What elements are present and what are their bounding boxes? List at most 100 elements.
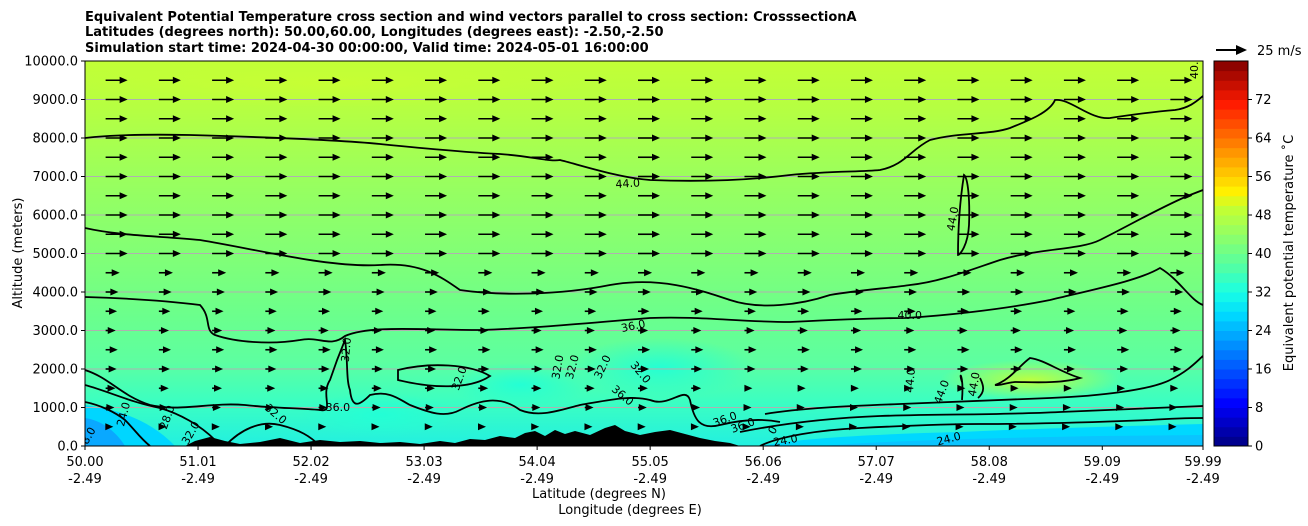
wind-vector-head [642, 288, 651, 296]
wind-vector-head [811, 153, 820, 161]
wind-vector-head [1131, 96, 1140, 103]
x-tick-label-lon: -2.49 [407, 472, 441, 487]
wind-vector-head [1024, 211, 1033, 219]
y-tick-label: 6000.0 [33, 209, 79, 224]
x-tick-label-lon: -2.49 [972, 472, 1006, 487]
wind-vector-head [492, 173, 501, 180]
wind-vector-head [479, 404, 488, 411]
x-tick-label-lon: -2.49 [633, 472, 667, 487]
contour-label: 44.0 [903, 368, 918, 394]
wind-vector-head [811, 96, 820, 103]
wind-vector-head [598, 76, 607, 84]
wind-vector-head [492, 115, 501, 123]
wind-vector-head [1131, 115, 1140, 123]
colorbar-tick-label: 72 [1255, 93, 1272, 108]
wind-vector-head [1068, 288, 1077, 296]
contour-32-loop [397, 364, 492, 388]
y-tick-label: 2000.0 [33, 363, 79, 378]
wind-vector-head [795, 423, 804, 431]
wind-vector-head [1120, 307, 1129, 315]
wind-vector-head [323, 288, 332, 296]
wind-vector-head [492, 211, 501, 219]
wind-vector-head [332, 250, 341, 257]
contour-36 [85, 266, 1203, 344]
colorbar-level [1214, 70, 1248, 81]
wind-vector-head [1170, 384, 1179, 392]
wind-vector-head [801, 307, 810, 315]
wind-vector-head [641, 365, 649, 373]
wind-vector-head [172, 250, 181, 257]
wind-vector-head [705, 134, 714, 142]
wind-vector-head [279, 96, 288, 103]
wind-vector-head [1131, 153, 1140, 161]
wind-vector-head [864, 115, 873, 123]
colorbar-level [1214, 118, 1248, 129]
wind-vector-head [1066, 365, 1075, 373]
wind-vector-head [864, 230, 873, 238]
wind-vector-head [160, 384, 169, 392]
contour-label: 44.0 [944, 206, 961, 232]
wind-vector-head [162, 346, 171, 354]
colorbar-level [1214, 417, 1248, 428]
wind-vector-head [1024, 153, 1033, 161]
wind-vector-head [971, 211, 980, 219]
colorbar-level [1214, 224, 1248, 235]
wind-vector-head [1010, 384, 1019, 392]
wind-vector-head [1067, 307, 1076, 315]
wind-vector-head [758, 230, 767, 238]
colorbar-level [1214, 349, 1248, 360]
wind-vector-head [110, 288, 119, 296]
colorbar-level [1214, 301, 1248, 312]
wind-vector-head [533, 327, 542, 334]
x-tick-label-lon: -2.49 [859, 472, 893, 487]
chart-title-line-1: Equivalent Potential Temperature cross s… [85, 10, 857, 25]
wind-vector-head [226, 96, 235, 103]
wind-vector-head [746, 327, 755, 334]
wind-vector-head [161, 365, 170, 373]
wind-vector-head [855, 346, 864, 354]
wind-vector-head [864, 211, 873, 219]
colorbar-level [1214, 186, 1248, 197]
wind-vector-head [439, 211, 448, 219]
colorbar-level [1214, 215, 1248, 226]
wind-vector-head [1184, 250, 1193, 257]
wind-vector-head [172, 153, 181, 161]
wind-vector-head [172, 211, 181, 219]
contour-44-right-pocket [994, 357, 1084, 387]
wind-vector-head [1184, 76, 1193, 84]
wind-vector-head [652, 192, 660, 200]
wind-vector-head [1184, 134, 1193, 142]
wind-vector-head [1068, 346, 1077, 354]
wind-vector-head [375, 346, 384, 354]
wind-vector-head [637, 423, 646, 431]
wind-vector-head [918, 96, 927, 103]
wind-vector-head [652, 96, 660, 103]
contour-28 [85, 384, 216, 441]
wind-vector-head [918, 173, 927, 180]
wind-vector-head [215, 365, 224, 373]
wind-vector-head [652, 153, 660, 161]
colorbar-tick-label: 56 [1255, 170, 1272, 185]
wind-vector-head [584, 423, 593, 431]
colorbar-level [1214, 292, 1248, 303]
wind-vector-head [644, 269, 653, 277]
wind-vector-head [375, 307, 384, 315]
wind-vector-head [332, 211, 341, 219]
wind-vector-head [226, 173, 235, 180]
wind-vector-head [971, 134, 980, 142]
wind-vector-head [1175, 288, 1184, 296]
wind-vector-head [215, 307, 224, 315]
colorbar-level [1214, 388, 1248, 399]
colorbar-level [1214, 109, 1248, 120]
wind-vector-head [598, 250, 607, 257]
x-tick-label-lon: -2.49 [181, 472, 215, 487]
wind-vector-head [385, 153, 394, 161]
wind-vector-head [318, 423, 327, 431]
y-tick-label: 9000.0 [33, 93, 79, 108]
contour-32-low [224, 422, 321, 446]
wind-vector-head [545, 76, 554, 84]
wind-vector-head [705, 250, 714, 257]
wind-vector-head [439, 96, 448, 103]
wind-vector-head [1077, 134, 1086, 142]
wind-vector-head [429, 346, 438, 354]
